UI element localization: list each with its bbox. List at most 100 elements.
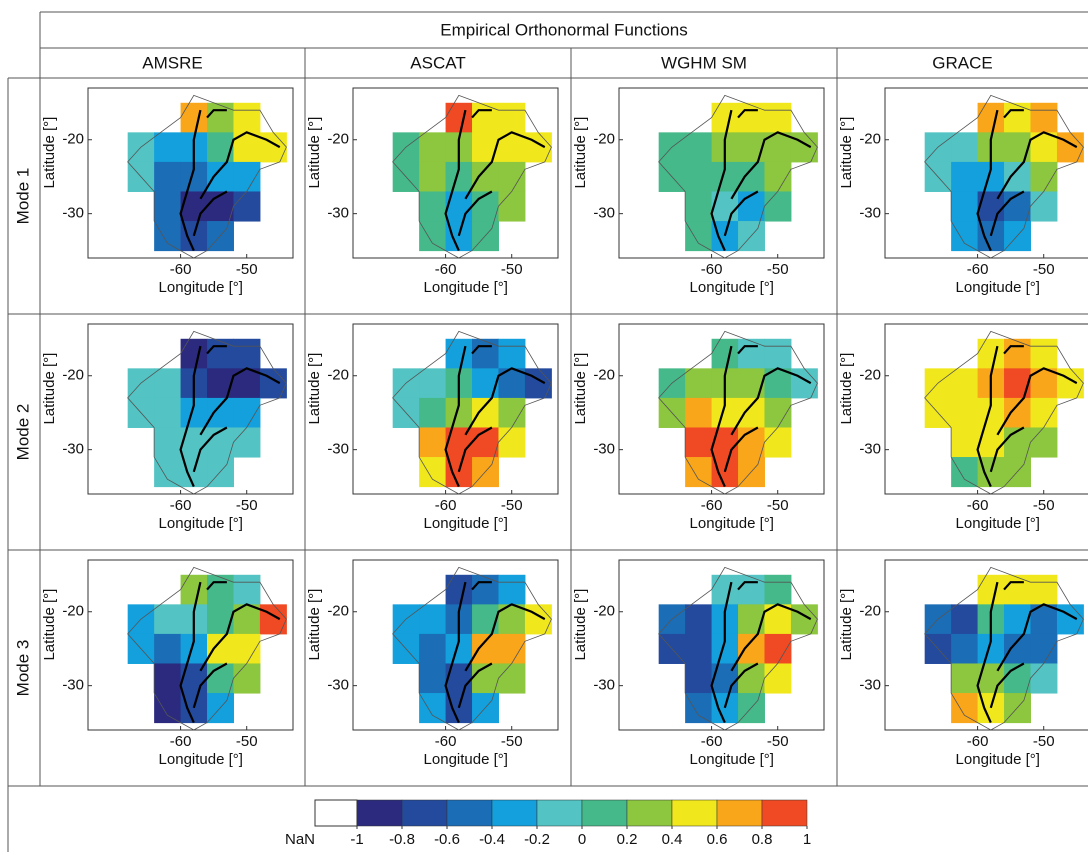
axes-frame bbox=[884, 87, 1088, 259]
x-axis-label: Longitude [°] bbox=[956, 515, 1040, 532]
river bbox=[737, 345, 758, 355]
grid-cell bbox=[498, 191, 526, 222]
x-tick-label: -60 bbox=[170, 497, 192, 514]
grid-cell bbox=[154, 368, 182, 399]
map-panel: -60 -50 -20 -30 Longitude [°] Latitude [°] bbox=[838, 323, 1088, 532]
grid-cell bbox=[498, 663, 526, 694]
grid-cell bbox=[207, 427, 234, 458]
grid-cell bbox=[233, 574, 261, 605]
grid-cell bbox=[154, 693, 182, 724]
map-panel: -60 -50 -20 -30 Longitude [°] Latitude [°] bbox=[41, 559, 294, 768]
basin-outline bbox=[127, 566, 287, 730]
grid-cell bbox=[154, 604, 182, 635]
map-area bbox=[658, 566, 818, 730]
river bbox=[723, 662, 759, 709]
grid-cell bbox=[259, 604, 287, 635]
grid-cell bbox=[472, 397, 499, 428]
river bbox=[471, 345, 492, 355]
river bbox=[464, 131, 546, 200]
colorbar-tick-label: -0.2 bbox=[524, 831, 550, 848]
map-area bbox=[392, 94, 552, 258]
grid-cell bbox=[1030, 397, 1058, 428]
x-tick-label: -50 bbox=[1033, 497, 1055, 514]
grid-cell bbox=[207, 191, 234, 222]
colorbar-tick-label: -0.6 bbox=[434, 831, 460, 848]
grid-cell bbox=[764, 427, 792, 458]
river bbox=[710, 581, 733, 724]
river bbox=[471, 109, 492, 119]
grid-cell bbox=[207, 574, 234, 605]
grid-cell bbox=[154, 457, 182, 488]
basin-outline bbox=[658, 566, 818, 730]
x-axis-label: Longitude [°] bbox=[424, 751, 508, 768]
grid-cell bbox=[1004, 427, 1031, 458]
grid-cell bbox=[738, 397, 765, 428]
x-axis-label: Longitude [°] bbox=[159, 515, 243, 532]
grid-cell bbox=[764, 633, 792, 664]
grid-cell bbox=[419, 633, 447, 664]
x-tick-label: -50 bbox=[767, 733, 789, 750]
grid-cell bbox=[1004, 604, 1031, 635]
river bbox=[192, 662, 228, 709]
river bbox=[737, 109, 758, 119]
basin-outline bbox=[127, 330, 287, 494]
y-tick-label: -30 bbox=[859, 205, 881, 222]
grid-cell bbox=[419, 693, 447, 724]
x-axis-label: Longitude [°] bbox=[956, 279, 1040, 296]
map-area bbox=[127, 330, 287, 494]
grid-cell bbox=[498, 338, 526, 369]
grid-cell bbox=[1056, 604, 1084, 635]
y-tick-label: -30 bbox=[327, 677, 349, 694]
x-tick-label: -60 bbox=[967, 733, 989, 750]
grid-cell bbox=[233, 102, 261, 133]
grid-cell bbox=[207, 338, 234, 369]
river bbox=[996, 367, 1078, 436]
grid-cell bbox=[738, 663, 765, 694]
y-tick-label: -30 bbox=[62, 677, 84, 694]
x-tick-label: -60 bbox=[170, 733, 192, 750]
y-axis-label: Latitude [°] bbox=[838, 589, 855, 661]
y-axis-label: Latitude [°] bbox=[306, 353, 323, 425]
grid-cell bbox=[472, 427, 499, 458]
grid-cell bbox=[445, 427, 473, 458]
basin-outline bbox=[392, 330, 552, 494]
colorbar-tick-label: -0.8 bbox=[389, 831, 415, 848]
grid-cell bbox=[738, 604, 765, 635]
grid-cell bbox=[207, 368, 234, 399]
grid-cell bbox=[498, 397, 526, 428]
grid-cell bbox=[180, 663, 208, 694]
map-area bbox=[127, 94, 287, 258]
basin-outline bbox=[924, 566, 1084, 730]
grid-cell bbox=[951, 427, 979, 458]
y-tick-label: -30 bbox=[593, 677, 615, 694]
grid-cell bbox=[764, 102, 792, 133]
grid-cell bbox=[445, 102, 473, 133]
grid-cell bbox=[1030, 102, 1058, 133]
y-tick-label: -30 bbox=[593, 205, 615, 222]
grid-cell bbox=[738, 574, 765, 605]
grid-cell bbox=[977, 574, 1005, 605]
grid-cell bbox=[685, 191, 713, 222]
grid-cell bbox=[154, 397, 182, 428]
y-axis-label: Latitude [°] bbox=[41, 589, 58, 661]
grid-cell bbox=[524, 368, 552, 399]
basin-outline bbox=[924, 94, 1084, 258]
river bbox=[710, 345, 733, 488]
grid-cell bbox=[1030, 191, 1058, 222]
x-axis-label: Longitude [°] bbox=[690, 751, 774, 768]
river bbox=[730, 603, 812, 672]
grid-cell bbox=[233, 161, 261, 192]
y-tick-label: -30 bbox=[62, 205, 84, 222]
river bbox=[976, 581, 999, 724]
column-header: GRACE bbox=[932, 53, 992, 72]
x-tick-label: -60 bbox=[435, 497, 457, 514]
y-tick-label: -30 bbox=[327, 441, 349, 458]
axes-frame bbox=[352, 323, 559, 495]
grid-cell bbox=[738, 191, 765, 222]
river bbox=[192, 426, 228, 473]
grid-cell bbox=[951, 221, 979, 252]
x-tick-label: -60 bbox=[701, 497, 723, 514]
river bbox=[723, 426, 759, 473]
x-axis-label: Longitude [°] bbox=[424, 279, 508, 296]
river bbox=[730, 367, 812, 436]
